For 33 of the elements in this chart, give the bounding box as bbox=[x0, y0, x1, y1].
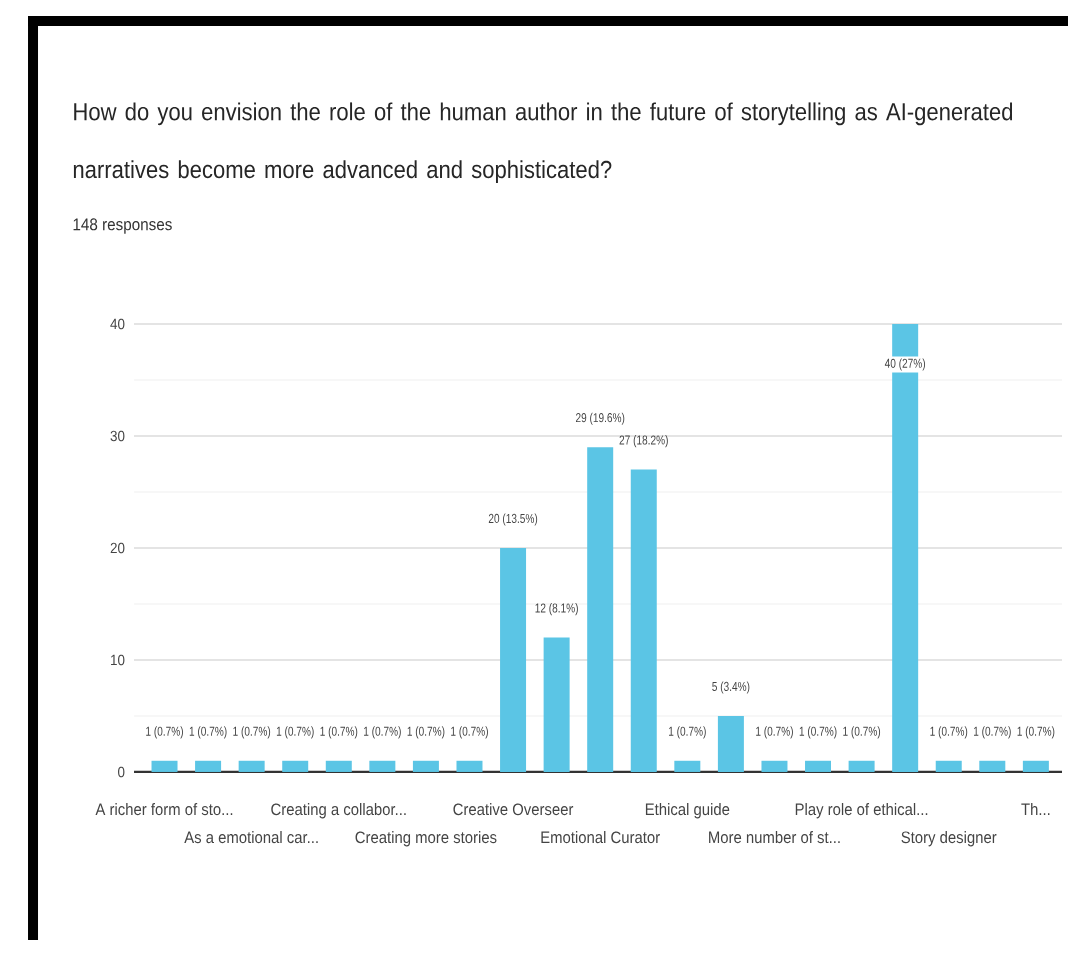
bar bbox=[805, 760, 832, 772]
x-tick-label: Emotional Curator bbox=[541, 831, 660, 844]
x-tick-label: Creative Overseer bbox=[453, 803, 574, 816]
bar bbox=[151, 760, 178, 772]
x-tick-label: Creating more stories bbox=[355, 831, 497, 847]
x-tick-label: A richer form of sto... bbox=[95, 803, 233, 816]
x-tick-label: As a emotional car... bbox=[184, 831, 318, 844]
bar bbox=[761, 760, 788, 772]
bar bbox=[848, 760, 875, 772]
bar bbox=[369, 760, 396, 772]
chart-title: How do you envision the role of the human author in the future of storytelling as AI-generated narratives become more advanced and sophisticated? bbox=[73, 102, 1013, 184]
bar bbox=[587, 447, 614, 772]
bar bbox=[717, 715, 744, 772]
x-tick-label: Creating a collabor... bbox=[271, 803, 406, 819]
bar bbox=[674, 760, 701, 772]
x-tick-label: More number of st... bbox=[709, 831, 840, 844]
bar bbox=[543, 637, 570, 772]
bar bbox=[412, 760, 439, 772]
bar bbox=[500, 547, 527, 772]
bar bbox=[195, 760, 222, 772]
bar bbox=[1022, 760, 1049, 772]
bar bbox=[935, 760, 962, 772]
bar bbox=[238, 760, 265, 772]
x-tick-label: Story designer bbox=[901, 831, 997, 847]
bar bbox=[456, 760, 483, 772]
x-tick-label: Play role of ethical... bbox=[795, 803, 928, 819]
chart-subtitle: 148 responses bbox=[73, 218, 172, 234]
bar bbox=[325, 760, 352, 772]
bar bbox=[979, 760, 1006, 772]
x-tick-label: Th... bbox=[1021, 803, 1050, 815]
x-tick-label: Ethical guide bbox=[645, 803, 730, 819]
bar bbox=[630, 469, 657, 772]
bar bbox=[282, 760, 309, 772]
